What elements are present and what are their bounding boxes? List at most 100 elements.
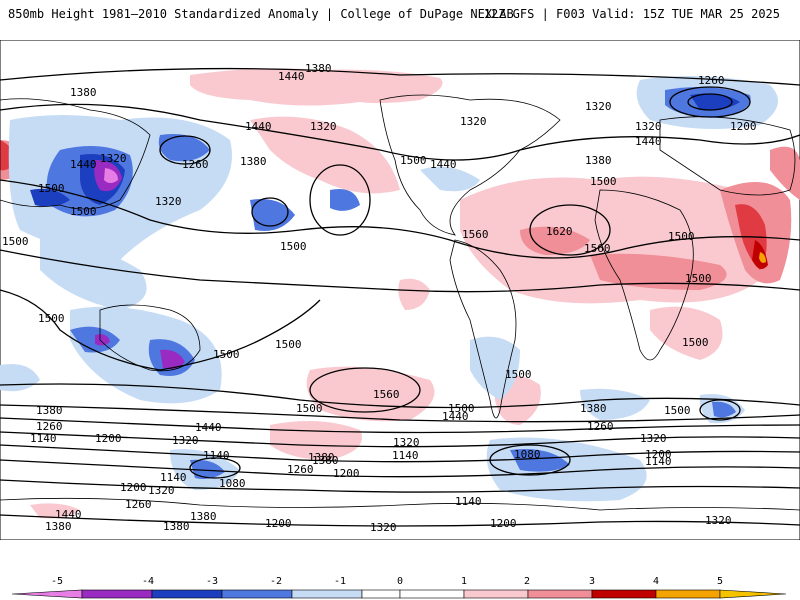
contour-label: 1200 (730, 120, 757, 133)
anomaly-area (30, 188, 70, 207)
contour-label: 1440 (442, 410, 469, 423)
colorbar-segment-zero-neg (361, 589, 401, 599)
contour-label: 1320 (460, 115, 487, 128)
contour-label: 1500 (70, 205, 97, 218)
colorbar-segment-zero-pos (399, 589, 465, 599)
contour-label: 1200 (265, 517, 292, 530)
contour-label: 1380 (70, 86, 97, 99)
anomaly-area (250, 199, 295, 231)
contour-line (0, 404, 800, 423)
anomaly-area (158, 134, 210, 162)
anomaly-area (520, 226, 590, 255)
colorbar-segment-pos1 (463, 589, 529, 599)
contour-label: 1560 (462, 228, 489, 241)
contour-label: 1260 (587, 420, 614, 433)
contour-line (0, 383, 800, 409)
contour-line (0, 431, 800, 448)
contour-label: 1440 (430, 158, 457, 171)
colorbar-tick-label: -2 (270, 576, 282, 587)
colorbar-tick-label: 1 (461, 576, 467, 587)
anomaly-area (650, 306, 723, 360)
contour-label: 1320 (100, 152, 127, 165)
contour-label: 1140 (203, 449, 230, 462)
contour-line (251, 197, 289, 227)
contour-label: 1500 (2, 235, 29, 248)
contour-label: 1320 (635, 120, 662, 133)
colorbar-segment-pos4 (655, 589, 721, 599)
colorbar-tick-label: -1 (334, 576, 346, 587)
anomaly-area (470, 336, 520, 400)
contour-label: 1500 (280, 240, 307, 253)
contour-label: 1380 (305, 62, 332, 75)
colorbar-segments (11, 589, 787, 599)
colorbar-segment-neg5 (11, 589, 83, 599)
colorbar-segment-neg2 (221, 589, 293, 599)
anomaly-area (104, 168, 118, 183)
contour-label: 1560 (373, 388, 400, 401)
anomaly-area (30, 503, 80, 519)
contour-label: 1200 (645, 448, 672, 461)
height-contours (0, 67, 800, 527)
anomaly-area (759, 252, 766, 263)
contour-label: 1440 (245, 120, 272, 133)
contour-label: 1440 (278, 70, 305, 83)
contour-label: 1260 (125, 498, 152, 511)
contour-label: 1080 (219, 477, 246, 490)
anomaly-area (40, 230, 147, 310)
anomaly-area (250, 116, 400, 194)
contour-label: 1440 (195, 421, 222, 434)
anomaly-area (70, 306, 222, 404)
anomaly-area (712, 401, 736, 418)
contour-line (0, 67, 800, 86)
anomaly-area (306, 366, 435, 422)
contour-label: 1500 (664, 404, 691, 417)
continent-outline (449, 239, 517, 419)
contour-labels: 1380 1440 1380 1440 1320 1440 1500 1320 … (2, 62, 757, 534)
contour-label: 1260 (698, 74, 725, 87)
contour-label: 1500 (668, 230, 695, 243)
contour-line (0, 444, 800, 463)
continent-outline (0, 98, 151, 210)
contour-label: 1200 (95, 432, 122, 445)
anomaly-area (160, 349, 185, 370)
contour-label: 1320 (172, 434, 199, 447)
contour-label: 1380 (312, 454, 339, 467)
contour-label: 1140 (30, 432, 57, 445)
contour-label: 1500 (296, 402, 323, 415)
colorbar-segment-neg3 (151, 589, 223, 599)
contour-line (309, 367, 421, 413)
contour-label: 1500 (590, 175, 617, 188)
anomaly-area (330, 189, 360, 211)
contour-label: 1380 (36, 404, 63, 417)
weather-map: 1380 1440 1380 1440 1320 1440 1500 1320 … (0, 40, 800, 540)
contour-label: 1260 (182, 158, 209, 171)
contour-label: 1140 (455, 495, 482, 508)
continent-outline (0, 497, 800, 511)
contour-label: 1500 (275, 338, 302, 351)
colorbar-segment-neg1 (291, 589, 363, 599)
colorbar-tick-label: 0 (397, 576, 403, 587)
contour-line (0, 179, 800, 259)
contour-label: 1320 (393, 436, 420, 449)
contour-line (0, 417, 800, 434)
contour-label: 1500 (505, 368, 532, 381)
colorbar-tick-label: -4 (142, 576, 154, 587)
contour-line (699, 399, 741, 421)
contour-line (489, 444, 571, 476)
colorbar-segment-pos5 (719, 589, 787, 599)
colorbar-segment-pos3 (591, 589, 657, 599)
contour-label: 1320 (370, 521, 397, 534)
contour-label: 1140 (160, 471, 187, 484)
contour-line (687, 93, 733, 111)
contour-label: 1380 (163, 520, 190, 533)
contour-label: 1440 (55, 508, 82, 521)
colorbar-tick-label: 2 (524, 576, 530, 587)
contour-label: 1500 (38, 182, 65, 195)
continent-outline (594, 189, 694, 361)
contour-line (0, 514, 800, 527)
anomaly-area (190, 459, 225, 480)
continent-outline (659, 116, 796, 196)
contour-label: 1380 (580, 402, 607, 415)
continent-outline (379, 94, 561, 236)
contour-label: 1320 (155, 195, 182, 208)
